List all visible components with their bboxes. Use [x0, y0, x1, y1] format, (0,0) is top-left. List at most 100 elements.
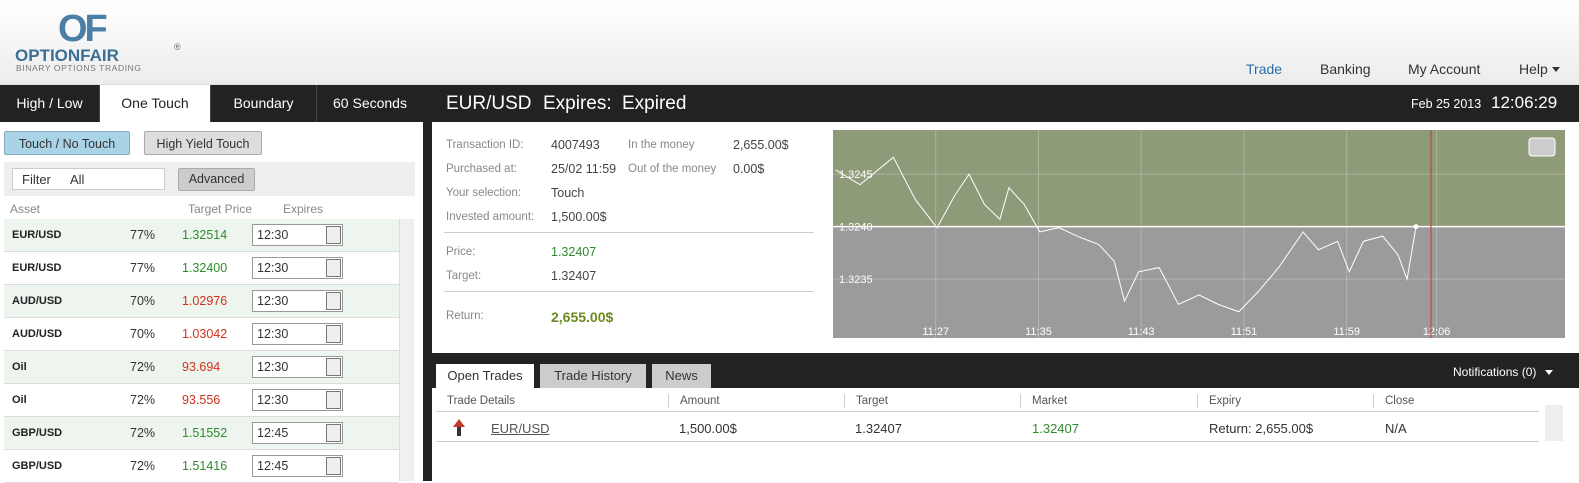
select-arrow[interactable]: [326, 226, 341, 244]
y-tick-label: 1.3245: [839, 169, 873, 181]
payout: 70%: [130, 327, 156, 341]
tagline: BINARY OPTIONS TRADING: [16, 63, 142, 73]
column-header: Target: [856, 395, 888, 407]
select-arrow[interactable]: [326, 292, 341, 310]
column-header: Amount: [680, 395, 720, 407]
scrollbar[interactable]: [399, 219, 414, 481]
target-price: 1.32514: [182, 228, 228, 242]
filter-label: Filter: [22, 172, 51, 187]
detail-label: Price:: [446, 246, 476, 258]
expand-icon: [1528, 137, 1556, 157]
nav-link[interactable]: Banking: [1320, 61, 1371, 77]
expiry-select[interactable]: [252, 224, 343, 246]
subtab[interactable]: High Yield Touch: [144, 131, 262, 155]
detail-value: 1.32407: [551, 269, 597, 283]
asset: GBP/USD: [12, 427, 63, 439]
date: Feb 25 2013: [1411, 97, 1482, 111]
expiry: 12:30: [257, 261, 289, 275]
detail-label: Return:: [446, 310, 484, 322]
column-divider: [1373, 394, 1374, 408]
x-tick-label: 11:59: [1333, 326, 1360, 338]
asset: EUR/USD: [12, 229, 62, 241]
nav-link[interactable]: My Account: [1408, 61, 1481, 77]
expires-label: Expires:: [543, 93, 612, 114]
detail-label: Invested amount:: [446, 211, 535, 223]
expiry-select[interactable]: [252, 323, 343, 345]
trade-market: 1.32407: [1032, 421, 1079, 436]
column-header: Expiry: [1209, 395, 1241, 407]
x-tick-label: 11:27: [922, 326, 949, 338]
detail-label: Your selection:: [446, 187, 522, 199]
expiry-select[interactable]: [252, 356, 343, 378]
expiry: 12:30: [257, 360, 289, 374]
asset: AUD/USD: [12, 328, 63, 340]
trade-header: [432, 85, 1579, 122]
logo: OF: [58, 8, 108, 50]
target-price: 93.694: [182, 360, 221, 374]
filter-value: All: [70, 172, 85, 187]
column-divider: [1197, 394, 1198, 408]
expiry-select[interactable]: [252, 389, 343, 411]
payout: 72%: [130, 393, 156, 407]
detail-value: 2,655.00$: [551, 309, 614, 325]
trade-asset[interactable]: EUR/USD: [491, 421, 550, 436]
advanced-button[interactable]: Advanced: [178, 168, 255, 191]
trades-tab-active[interactable]: Open Trades: [436, 364, 534, 388]
trade-amount: 1,500.00$: [679, 421, 737, 436]
separator: [436, 441, 1539, 442]
detail-value: Touch: [551, 186, 585, 200]
column-divider: [844, 394, 845, 408]
asset: EUR/USD: [12, 262, 62, 274]
select-arrow[interactable]: [326, 358, 341, 376]
column-header: Market: [1032, 395, 1068, 407]
expiry: 12:30: [257, 393, 289, 407]
select-arrow[interactable]: [326, 259, 341, 277]
detail-label: Out of the money: [628, 163, 717, 175]
expiry: 12:30: [257, 228, 289, 242]
select-arrow[interactable]: [326, 424, 341, 442]
subtab-active[interactable]: Touch / No Touch: [4, 131, 130, 155]
nav-link[interactable]: Trade: [1246, 61, 1283, 77]
column-divider: [668, 394, 669, 408]
caret: [1545, 370, 1553, 379]
detail-value: 2,655.00$: [733, 138, 789, 152]
column-header: Expires: [283, 202, 324, 216]
tab[interactable]: High / Low: [0, 85, 100, 122]
detail-value: 25/02 11:59: [551, 162, 617, 176]
trade-target: 1.32407: [855, 421, 902, 436]
payout: 72%: [130, 426, 156, 440]
expiry-select[interactable]: [252, 455, 343, 477]
x-tick-label: 12:06: [1423, 326, 1451, 338]
select-arrow[interactable]: [326, 325, 341, 343]
trades-tab[interactable]: Trade History: [540, 364, 646, 388]
pair: EUR/USD: [446, 93, 532, 114]
expiry-select[interactable]: [252, 257, 343, 279]
x-tick-label: 11:51: [1231, 326, 1258, 338]
detail-value: 4007493: [551, 138, 600, 152]
detail-label: Purchased at:: [446, 163, 517, 175]
select-arrow[interactable]: [326, 457, 341, 475]
trades-tab[interactable]: News: [652, 364, 711, 388]
x-tick-label: 11:43: [1128, 326, 1155, 338]
tab-active[interactable]: One Touch: [100, 85, 211, 122]
target-price: 93.556: [182, 393, 221, 407]
tab-bar: [0, 85, 423, 122]
payout: 70%: [130, 294, 156, 308]
expiry: 12:45: [257, 426, 289, 440]
below-zone: [833, 226, 1565, 338]
expiry-select[interactable]: [252, 290, 343, 312]
expires-value: Expired: [622, 93, 687, 114]
column-header: Asset: [10, 202, 41, 216]
nav-link[interactable]: Help: [1519, 61, 1548, 77]
expiry-select[interactable]: [252, 422, 343, 444]
select-arrow[interactable]: [326, 391, 341, 409]
notifications[interactable]: Notifications (0): [1453, 365, 1537, 379]
registered: ®: [174, 42, 181, 52]
filter-select[interactable]: [12, 168, 165, 190]
tab[interactable]: Boundary: [211, 85, 317, 122]
column-header: Trade Details: [447, 395, 515, 407]
scrollbar[interactable]: [1545, 405, 1563, 441]
column-divider: [1020, 394, 1021, 408]
tab[interactable]: 60 Seconds: [333, 95, 407, 111]
